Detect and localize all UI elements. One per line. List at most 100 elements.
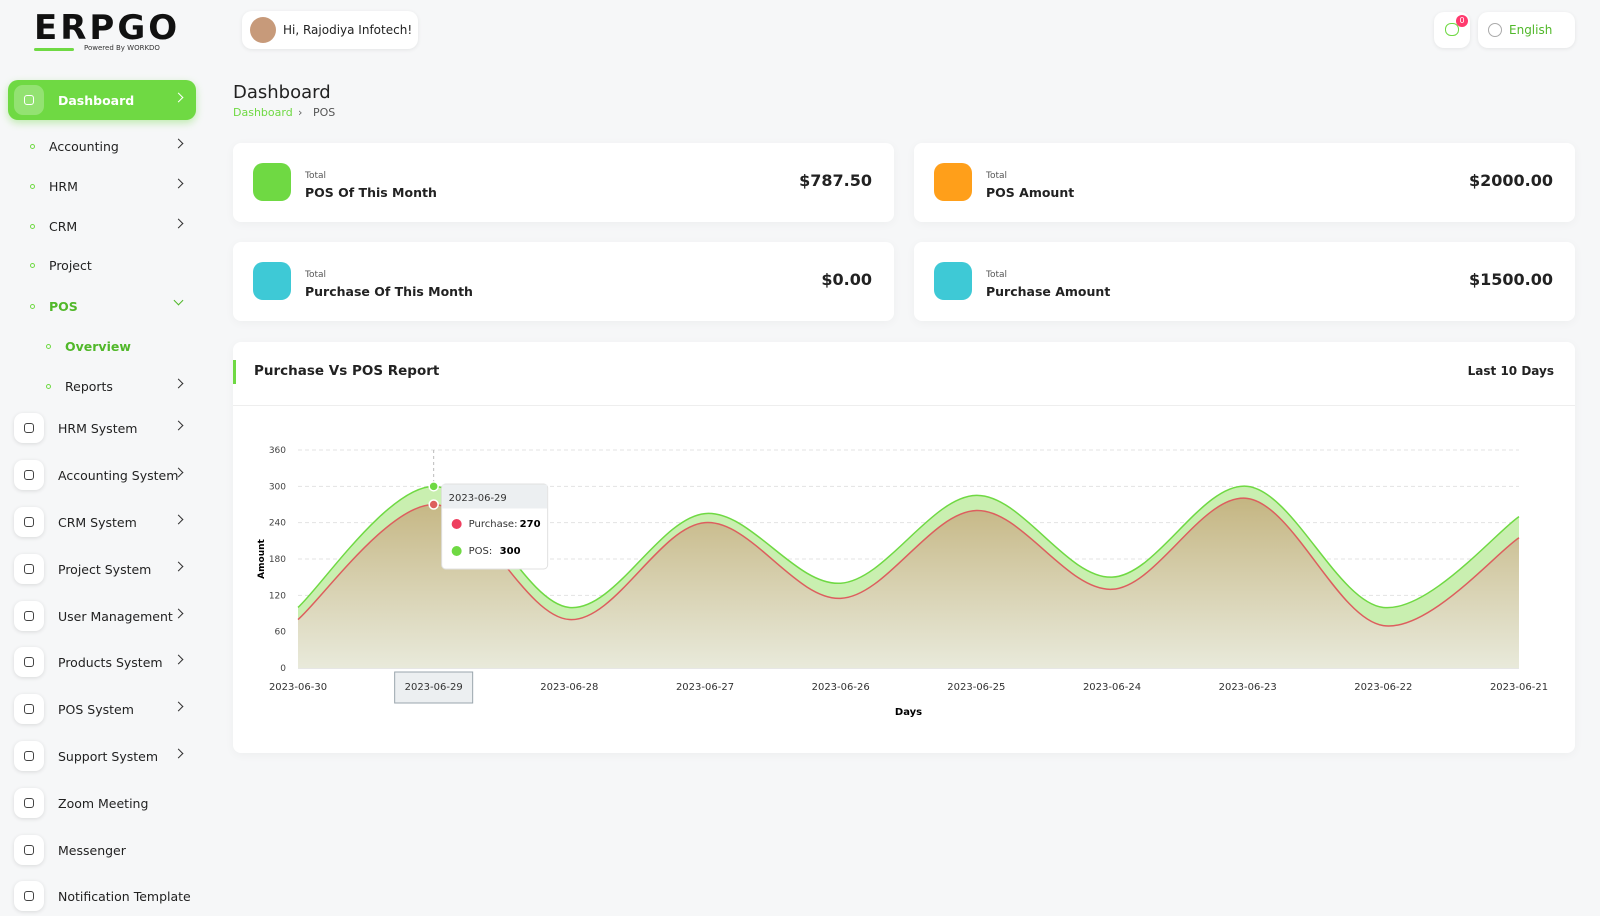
nav-label: POS	[49, 299, 78, 314]
nav-icon	[14, 741, 44, 771]
chart: 0601201802403003602023-06-302023-06-2920…	[233, 342, 1575, 753]
nav-item[interactable]: Project System	[8, 549, 196, 589]
stat-icon	[253, 163, 291, 201]
nav-item[interactable]: Products System	[8, 642, 196, 682]
nav-item[interactable]: HRM System	[8, 408, 196, 448]
nav-dot	[30, 144, 35, 149]
language-select[interactable]: English	[1478, 12, 1575, 48]
stat-card: TotalPurchase Of This Month$0.00	[233, 242, 894, 321]
language: English	[1509, 23, 1552, 37]
tooltip-label: POS:	[469, 546, 493, 557]
logo-underline	[34, 48, 74, 51]
nav-item[interactable]: CRM System	[8, 502, 196, 542]
tooltip-title: 2023-06-29	[449, 493, 507, 504]
x-tick-label: 2023-06-25	[947, 682, 1005, 693]
nav-dot	[46, 344, 51, 349]
nav-label: User Management	[58, 609, 173, 624]
stat-title: POS Of This Month	[305, 185, 437, 200]
avatar	[250, 17, 276, 43]
nav-label: Project System	[58, 562, 151, 577]
stat-value: $2000.00	[1469, 171, 1553, 190]
stat-card: Total POS Amount $2000.00	[914, 143, 1575, 222]
nav-item[interactable]: Accounting	[8, 126, 196, 166]
nav-item[interactable]: Support System	[8, 736, 196, 776]
user-menu[interactable]: Hi, Rajodiya Infotech!	[242, 11, 418, 49]
notification-count: 0	[1456, 15, 1468, 27]
y-tick-label: 180	[269, 555, 286, 565]
nav-item[interactable]: CRM	[8, 206, 196, 246]
hover-marker	[429, 482, 438, 491]
nav-icon	[14, 647, 44, 677]
x-tick-label: 2023-06-21	[1490, 682, 1548, 693]
nav-item[interactable]: Accounting System	[8, 455, 196, 495]
stat-label: Total	[986, 171, 1007, 181]
stat-label: Total	[305, 171, 326, 181]
greeting: Hi, Rajodiya Infotech!	[283, 23, 412, 37]
stat-value: $1500.00	[1469, 270, 1553, 289]
nav-icon	[14, 881, 44, 911]
stat-title: Purchase Of This Month	[305, 284, 473, 299]
nav-item[interactable]: Zoom Meeting	[8, 783, 196, 823]
nav-label: Project	[49, 258, 92, 273]
x-tick-label: 2023-06-24	[1083, 682, 1141, 693]
stat-card: TotalPurchase Amount$1500.00	[914, 242, 1575, 321]
stat-icon	[934, 163, 972, 201]
tooltip-value: 300	[500, 546, 521, 557]
chevron	[174, 515, 184, 525]
nav-item[interactable]: Overview	[8, 326, 196, 366]
nav-item[interactable]: HRM	[8, 166, 196, 206]
nav-label: Overview	[65, 339, 131, 354]
nav-dot	[30, 224, 35, 229]
x-tick-label: 2023-06-27	[676, 682, 734, 693]
x-tick-label: 2023-06-26	[812, 682, 870, 693]
notification-button[interactable]: 0	[1434, 12, 1470, 48]
nav-item[interactable]: Notification Template	[8, 876, 196, 916]
stat-title: POS Amount	[986, 185, 1074, 200]
x-tick-label: 2023-06-23	[1219, 682, 1277, 693]
logo[interactable]: ERPGO	[34, 8, 180, 48]
nav-item[interactable]: POS System	[8, 689, 196, 729]
nav-icon	[14, 694, 44, 724]
nav-item[interactable]: User Management	[8, 596, 196, 636]
nav-label: Accounting System	[58, 468, 178, 483]
stat-label: Total	[305, 270, 326, 280]
nav-icon	[14, 460, 44, 490]
nav-label: POS System	[58, 702, 134, 717]
chevron	[174, 93, 184, 103]
nav-label: HRM System	[58, 421, 137, 436]
tooltip-label: Purchase:	[469, 519, 518, 530]
nav-icon	[14, 507, 44, 537]
chevron	[174, 749, 184, 759]
nav-label: Products System	[58, 655, 163, 670]
y-tick-label: 60	[275, 628, 287, 638]
nav-item[interactable]: Project	[8, 245, 196, 285]
nav-item[interactable]: Messenger	[8, 830, 196, 870]
stat-card: TotalPOS Of This Month$787.50	[233, 143, 894, 222]
x-tick-label: 2023-06-29	[405, 682, 463, 693]
nav-label: Support System	[58, 749, 158, 764]
globe-icon	[1488, 23, 1502, 37]
chevron	[174, 219, 184, 229]
stat-icon	[253, 262, 291, 300]
breadcrumb-current: POS	[313, 106, 335, 119]
nav-dot	[30, 263, 35, 268]
nav-icon	[14, 835, 44, 865]
nav-item[interactable]: Reports	[8, 366, 196, 406]
nav-icon	[14, 85, 44, 115]
sidebar: ERPGO Powered By WORKDO Dashboard Account…	[0, 0, 205, 903]
breadcrumb-link[interactable]: Dashboard	[233, 106, 293, 119]
logo-tagline: Powered By WORKDO	[84, 44, 160, 52]
chevron	[174, 139, 184, 149]
nav-item[interactable]: POS	[8, 286, 196, 326]
nav-icon	[14, 413, 44, 443]
nav-icon	[14, 554, 44, 584]
x-tick-label: 2023-06-30	[269, 682, 327, 693]
chart-card: Purchase Vs POS Report Last 10 Days 0601…	[233, 342, 1575, 753]
chevron	[174, 179, 184, 189]
y-tick-label: 120	[269, 591, 286, 601]
nav-item[interactable]: Dashboard	[8, 80, 196, 120]
chevron	[174, 296, 184, 306]
y-tick-label: 300	[269, 482, 286, 492]
y-axis-label: Amount	[257, 538, 267, 578]
